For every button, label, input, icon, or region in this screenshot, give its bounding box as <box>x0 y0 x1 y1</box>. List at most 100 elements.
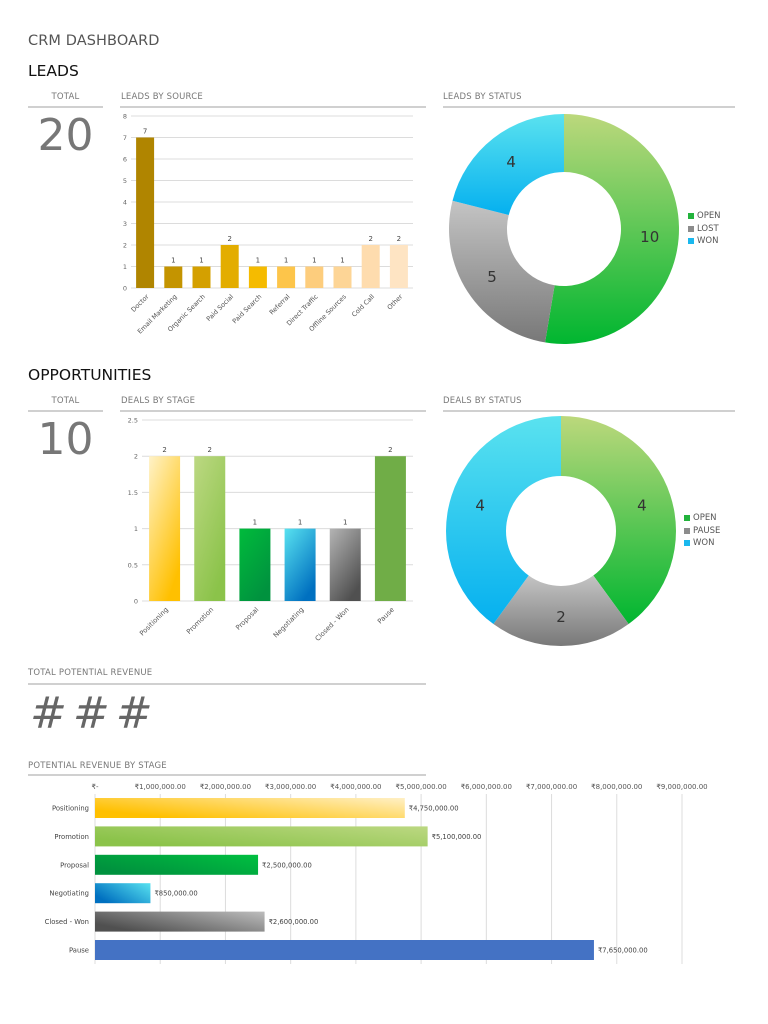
deals-by-stage-divider <box>120 410 426 412</box>
leads-section-title: LEADS <box>28 62 79 80</box>
slice-value-label: 5 <box>487 268 497 286</box>
y-tick-label: 5 <box>123 177 127 185</box>
y-tick-label: 8 <box>123 113 127 121</box>
opportunities-section-title: OPPORTUNITIES <box>28 366 152 384</box>
y-tick-label: 4 <box>123 199 127 207</box>
bar-organic-search[interactable] <box>192 266 211 289</box>
bar-direct-traffic[interactable] <box>305 266 324 289</box>
data-label: 1 <box>312 257 316 265</box>
legend-swatch <box>684 515 690 522</box>
bar-closed-won[interactable] <box>329 528 361 601</box>
data-label: 1 <box>256 257 260 265</box>
y-tick-label: 1 <box>134 525 138 533</box>
y-tick-label: Closed - Won <box>45 918 89 926</box>
data-label: 2 <box>208 446 212 454</box>
y-tick-label: Pause <box>69 947 89 955</box>
legend-item-open[interactable]: OPEN <box>688 210 721 223</box>
leads-by-status-divider <box>443 106 735 108</box>
data-label: 1 <box>171 257 175 265</box>
y-tick-label: 1 <box>123 263 127 271</box>
bar-cold-call[interactable] <box>361 245 380 288</box>
bar-negotiating[interactable] <box>95 883 151 904</box>
legend-label: PAUSE <box>693 525 721 536</box>
slice-value-label: 4 <box>637 497 647 515</box>
x-tick-label: ₹4,000,000.00 <box>330 783 381 791</box>
legend-item-lost[interactable]: LOST <box>688 223 721 236</box>
y-tick-label: Proposal <box>60 861 89 869</box>
leads-by-status-legend: OPEN LOST WON <box>688 210 721 248</box>
x-tick-label: ₹- <box>92 783 99 791</box>
slice-won[interactable] <box>452 114 564 216</box>
legend-label: WON <box>693 538 715 549</box>
slice-open[interactable] <box>561 416 676 625</box>
bar-closed-won[interactable] <box>95 911 265 932</box>
x-tick-label: Closed - Won <box>314 606 351 643</box>
bar-proposal[interactable] <box>95 854 259 875</box>
potential-revenue-by-stage-title: POTENTIAL REVENUE BY STAGE <box>28 761 167 771</box>
data-label: 1 <box>343 519 347 527</box>
legend-swatch <box>688 213 694 220</box>
bar-referral[interactable] <box>277 266 296 289</box>
leads-total-label: TOTAL <box>51 92 80 102</box>
y-tick-label: 0.5 <box>128 561 138 569</box>
slice-value-label: 2 <box>556 608 566 626</box>
legend-label: OPEN <box>693 513 717 524</box>
legend-item-open[interactable]: OPEN <box>684 512 720 525</box>
legend-swatch <box>688 225 694 232</box>
bar-positioning[interactable] <box>95 798 405 818</box>
x-tick-label: Referral <box>268 293 292 317</box>
bar-promotion[interactable] <box>95 826 428 847</box>
x-tick-label: ₹1,000,000.00 <box>135 783 186 791</box>
slice-open[interactable] <box>545 114 679 344</box>
x-tick-label: ₹9,000,000.00 <box>656 783 707 791</box>
opportunities-total-label: TOTAL <box>51 396 80 406</box>
legend-label: OPEN <box>697 211 721 222</box>
bar-offline-sources[interactable] <box>333 266 352 289</box>
value-label: ₹850,000.00 <box>154 890 197 898</box>
y-tick-label: 2 <box>123 242 127 250</box>
opportunities-total-value: 10 <box>37 414 94 465</box>
legend-swatch <box>684 527 690 534</box>
x-tick-label: Paid Search <box>231 293 263 325</box>
deals-by-status-divider <box>443 410 735 412</box>
legend-item-won[interactable]: WON <box>688 235 721 248</box>
slice-value-label: 4 <box>506 153 516 171</box>
legend-swatch <box>688 238 694 245</box>
data-label: 2 <box>227 235 231 243</box>
bar-doctor[interactable] <box>136 137 155 289</box>
opportunities-total-divider <box>28 410 103 412</box>
bar-other[interactable] <box>389 245 408 288</box>
leads-total-divider <box>28 106 103 108</box>
slice-lost[interactable] <box>449 200 555 343</box>
bar-email-marketing[interactable] <box>164 266 183 289</box>
deals-by-status-legend: OPEN PAUSE WON <box>684 512 720 550</box>
value-label: ₹7,650,000.00 <box>598 947 648 955</box>
y-tick-label: 2.5 <box>128 417 138 425</box>
slice-won[interactable] <box>446 416 561 625</box>
slice-pause[interactable] <box>493 575 629 646</box>
x-tick-label: ₹2,000,000.00 <box>200 783 251 791</box>
y-tick-label: 1.5 <box>128 489 138 497</box>
legend-item-won[interactable]: WON <box>684 537 720 550</box>
data-label: 1 <box>298 519 302 527</box>
x-tick-label: ₹6,000,000.00 <box>461 783 512 791</box>
bar-proposal[interactable] <box>239 528 271 601</box>
bar-paid-search[interactable] <box>248 266 267 289</box>
x-tick-label: Other <box>386 293 405 312</box>
deals-by-status-title: DEALS BY STATUS <box>443 396 522 406</box>
bar-positioning[interactable] <box>149 456 181 601</box>
leads-by-status-title: LEADS BY STATUS <box>443 92 522 102</box>
x-tick-label: Positioning <box>138 606 170 638</box>
bar-pause[interactable] <box>374 456 406 601</box>
bar-promotion[interactable] <box>194 456 226 601</box>
x-tick-label: ₹7,000,000.00 <box>526 783 577 791</box>
y-tick-label: 6 <box>123 156 127 164</box>
legend-item-pause[interactable]: PAUSE <box>684 525 720 538</box>
bar-paid-social[interactable] <box>220 245 239 288</box>
slice-value-label: 10 <box>640 228 659 246</box>
bar-negotiating[interactable] <box>284 528 316 601</box>
bar-pause[interactable] <box>95 940 594 960</box>
deals-by-stage-title: DEALS BY STAGE <box>121 396 196 406</box>
value-label: ₹2,500,000.00 <box>262 861 312 869</box>
slice-value-label: 4 <box>475 497 485 515</box>
